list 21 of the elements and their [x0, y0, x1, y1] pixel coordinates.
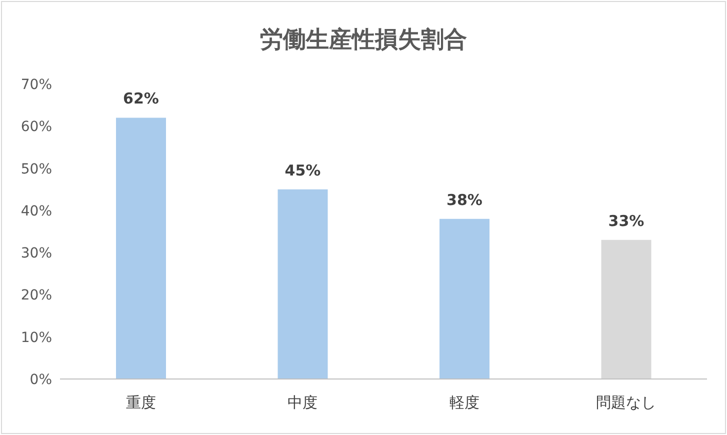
- bar: [440, 218, 490, 379]
- data-label: 38%: [446, 190, 482, 209]
- x-tick-label: 中度: [288, 394, 318, 412]
- y-tick-label: 70%: [20, 76, 52, 93]
- bar: [278, 189, 328, 379]
- x-tick-label: 重度: [126, 394, 156, 412]
- y-tick-label: 20%: [20, 288, 52, 304]
- y-tick-label: 0%: [30, 372, 52, 388]
- bar: [601, 240, 652, 379]
- x-tick-label: 軽度: [449, 394, 480, 412]
- y-tick-label: 10%: [20, 330, 52, 346]
- bar: [116, 118, 166, 379]
- x-tick-label: 問題なし: [596, 394, 656, 412]
- data-label: 45%: [284, 161, 321, 180]
- y-tick-label: 30%: [20, 246, 52, 262]
- data-label: 62%: [123, 90, 159, 108]
- chart-title: 労働生産性損失割合: [259, 26, 468, 55]
- y-tick-label: 50%: [20, 161, 52, 178]
- y-tick-label: 40%: [20, 203, 52, 220]
- y-tick-label: 60%: [20, 119, 52, 136]
- data-label: 33%: [608, 212, 644, 230]
